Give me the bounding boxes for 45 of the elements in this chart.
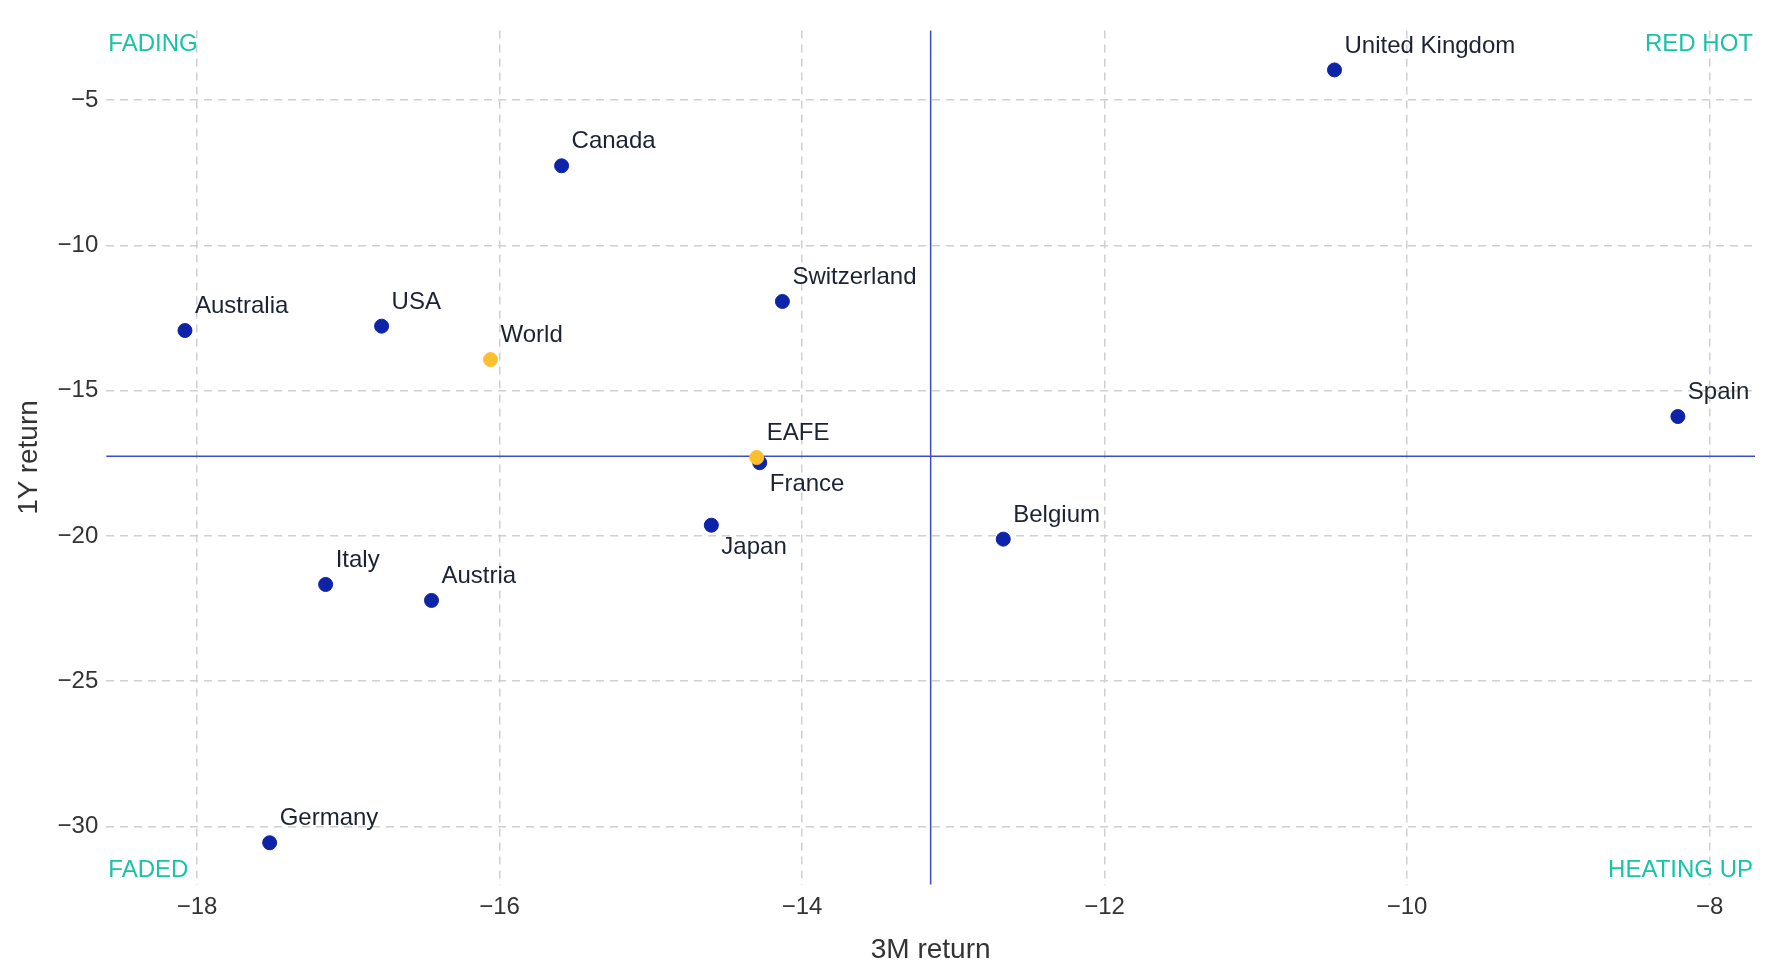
series-label: Italy <box>335 545 380 573</box>
y-tick-label: −20 <box>57 520 99 548</box>
annotation: FADED <box>108 855 189 883</box>
x-tick-label: −12 <box>1084 891 1125 919</box>
series-label: United Kingdom <box>1344 30 1516 58</box>
point <box>995 531 1011 547</box>
y-tick-label: −5 <box>70 84 99 112</box>
point <box>703 517 719 533</box>
x-tick-label: −8 <box>1695 891 1724 919</box>
point <box>374 318 390 334</box>
y-tick-label: −25 <box>57 665 99 693</box>
y-tick-label: −15 <box>57 375 99 403</box>
series-label: Australia <box>194 291 289 319</box>
point <box>424 592 440 608</box>
point <box>318 576 334 592</box>
annotation: RED HOT <box>1645 29 1754 57</box>
point <box>1327 62 1343 78</box>
point <box>177 323 193 339</box>
y-tick-label: −30 <box>57 811 99 839</box>
series-label: Japan <box>721 531 787 559</box>
series-label: Germany <box>279 803 379 831</box>
series-label: Canada <box>571 126 657 154</box>
series-label: Spain <box>1687 377 1750 405</box>
x-tick-label: −14 <box>781 891 823 919</box>
series-label: Switzerland <box>792 262 917 290</box>
annotation: HEATING UP <box>1608 855 1753 883</box>
series-label: World <box>500 320 563 348</box>
series-label: France <box>769 469 845 497</box>
y-axis-title: 1Y return <box>11 400 43 515</box>
y-tick-label: −10 <box>57 230 99 258</box>
x-tick-label: −16 <box>479 891 520 919</box>
point <box>262 835 278 851</box>
point <box>774 293 790 309</box>
series-label: Belgium <box>1013 499 1100 527</box>
point <box>1670 409 1686 425</box>
x-tick-label: −18 <box>176 891 218 919</box>
x-axis-title: 3M return <box>870 932 991 964</box>
series-label: Austria <box>441 561 517 589</box>
point <box>749 450 765 465</box>
series-label: EAFE <box>766 418 830 446</box>
series-label: USA <box>391 286 441 314</box>
x-tick-label: −10 <box>1386 891 1428 919</box>
annotation: FADING <box>108 29 198 57</box>
point <box>554 158 570 174</box>
point <box>483 352 498 368</box>
